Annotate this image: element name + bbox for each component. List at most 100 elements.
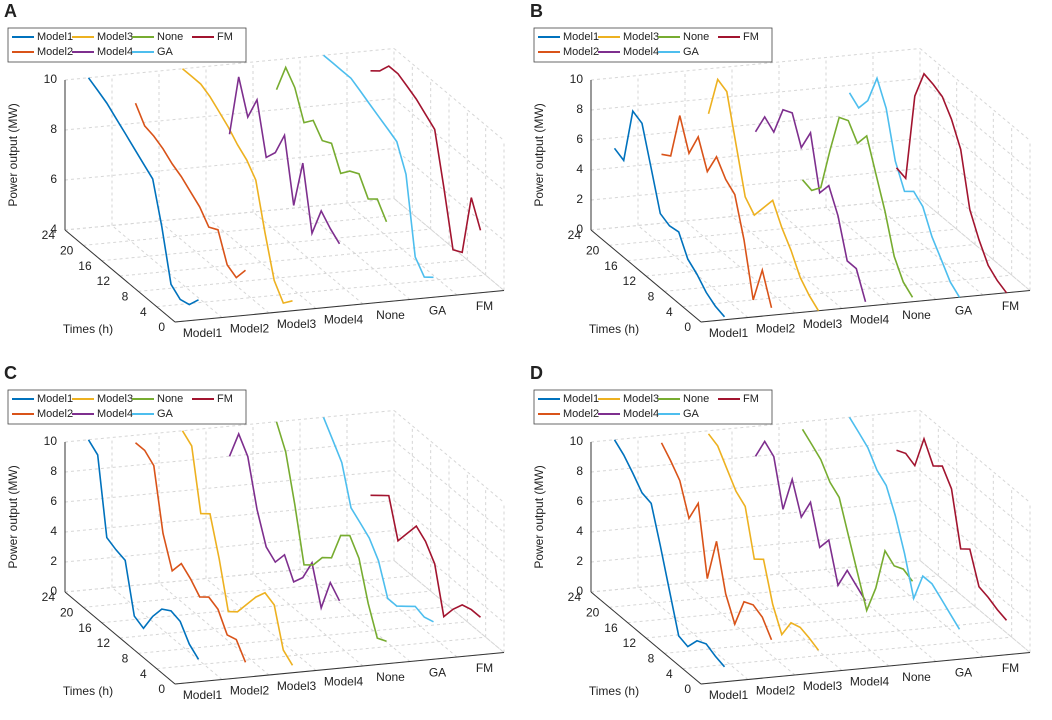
legend-label: GA [683, 46, 700, 58]
series-line [707, 433, 820, 651]
grid-line [590, 440, 921, 473]
grid-line [609, 575, 939, 608]
legend: Model1 Model2 Model3 Model4 None GA FM [533, 389, 773, 425]
legend-label: Model4 [623, 46, 659, 58]
legend-label: GA [157, 408, 174, 420]
x-tick-label: 8 [648, 290, 655, 304]
grid-line [637, 225, 749, 318]
legend-label: None [157, 31, 183, 43]
grid-line [119, 244, 450, 277]
x-tick-label: 16 [78, 259, 92, 273]
grid-line [731, 578, 843, 671]
series-line [275, 65, 388, 223]
grid-line [590, 48, 921, 81]
grid-line [684, 582, 796, 676]
y-axis-title: Power output (MW) [532, 465, 546, 568]
y-tick-label: 10 [570, 72, 584, 86]
series-line [848, 416, 961, 630]
category-label: Model1 [183, 688, 223, 702]
grid-line [645, 244, 976, 277]
grid-line [156, 274, 486, 308]
x-tick-label: 8 [122, 290, 129, 304]
grid-line [590, 78, 921, 111]
y-tick-label: 6 [50, 494, 57, 508]
legend: Model1 Model2 Model3 Model4 None GA FM [7, 27, 247, 63]
grid-line [64, 470, 395, 503]
grid-line [83, 213, 413, 246]
y-axis-title: Power output (MW) [6, 103, 20, 206]
series-line [181, 68, 293, 305]
legend-label: None [683, 31, 709, 43]
grid-line [590, 560, 921, 593]
x-tick-label: 0 [158, 320, 165, 334]
axis-line [700, 652, 1031, 685]
grid-line [590, 168, 921, 201]
legend-label: Model3 [623, 31, 659, 43]
legend-label: GA [157, 46, 174, 58]
category-label: Model4 [324, 312, 364, 326]
legend-label: FM [217, 393, 233, 405]
panel-label: D [530, 363, 543, 383]
grid-line [682, 274, 1012, 308]
x-tick-label: 8 [648, 652, 655, 666]
x-axis-title: Times (h) [589, 322, 639, 336]
y-tick-label: 2 [576, 192, 583, 206]
category-label: GA [955, 303, 972, 317]
grid-line [64, 198, 395, 231]
y-tick-label: 10 [570, 434, 584, 448]
series-line [134, 102, 246, 279]
legend-label: Model2 [37, 408, 73, 420]
category-label: None [902, 670, 931, 684]
category-label: None [902, 308, 931, 322]
x-tick-label: 24 [568, 228, 582, 242]
category-label: Model3 [277, 679, 317, 693]
category-label: GA [429, 665, 446, 679]
legend-label: Model1 [563, 31, 599, 43]
y-tick-label: 6 [576, 132, 583, 146]
legend: Model1 Model2 Model3 Model4 None GA FM [7, 389, 247, 425]
axis-line [174, 652, 505, 685]
series-line [613, 439, 726, 668]
grid-line [64, 148, 395, 181]
legend-label: Model1 [37, 31, 73, 43]
category-label: Model4 [850, 674, 890, 688]
legend-box [533, 389, 773, 425]
category-label: FM [476, 299, 493, 313]
legend-box [533, 27, 773, 63]
legend-label: Model2 [37, 46, 73, 58]
x-tick-label: 0 [684, 682, 691, 696]
series-line [896, 436, 1008, 621]
x-tick-label: 12 [97, 636, 111, 650]
category-label: Model1 [709, 326, 749, 340]
grid-line [590, 500, 921, 533]
legend-label: FM [743, 31, 759, 43]
y-axis-title: Power output (MW) [6, 465, 20, 568]
category-label: Model2 [230, 321, 270, 335]
category-label: FM [476, 661, 493, 675]
axis-line [590, 591, 702, 685]
grid-line [101, 590, 431, 624]
series-line [801, 116, 914, 298]
grid-line [590, 470, 921, 503]
grid-line [684, 220, 796, 314]
category-label: Model2 [756, 683, 796, 697]
axis-line [174, 290, 505, 323]
category-label: Model4 [324, 674, 364, 688]
y-tick-label: 2 [576, 554, 583, 568]
x-tick-label: 12 [97, 274, 111, 288]
x-tick-label: 0 [684, 320, 691, 334]
y-tick-label: 0 [576, 584, 583, 598]
x-tick-label: 4 [140, 667, 147, 681]
x-tick-label: 12 [623, 274, 637, 288]
x-axis-title: Times (h) [63, 684, 113, 698]
grid-line [111, 587, 223, 680]
grid-line [590, 198, 921, 231]
x-tick-label: 0 [158, 682, 165, 696]
grid-line [627, 590, 957, 624]
grid-line [158, 220, 270, 314]
series-line [613, 109, 726, 318]
y-tick-label: 2 [50, 554, 57, 568]
legend-label: Model1 [563, 393, 599, 405]
x-tick-label: 16 [604, 621, 618, 635]
